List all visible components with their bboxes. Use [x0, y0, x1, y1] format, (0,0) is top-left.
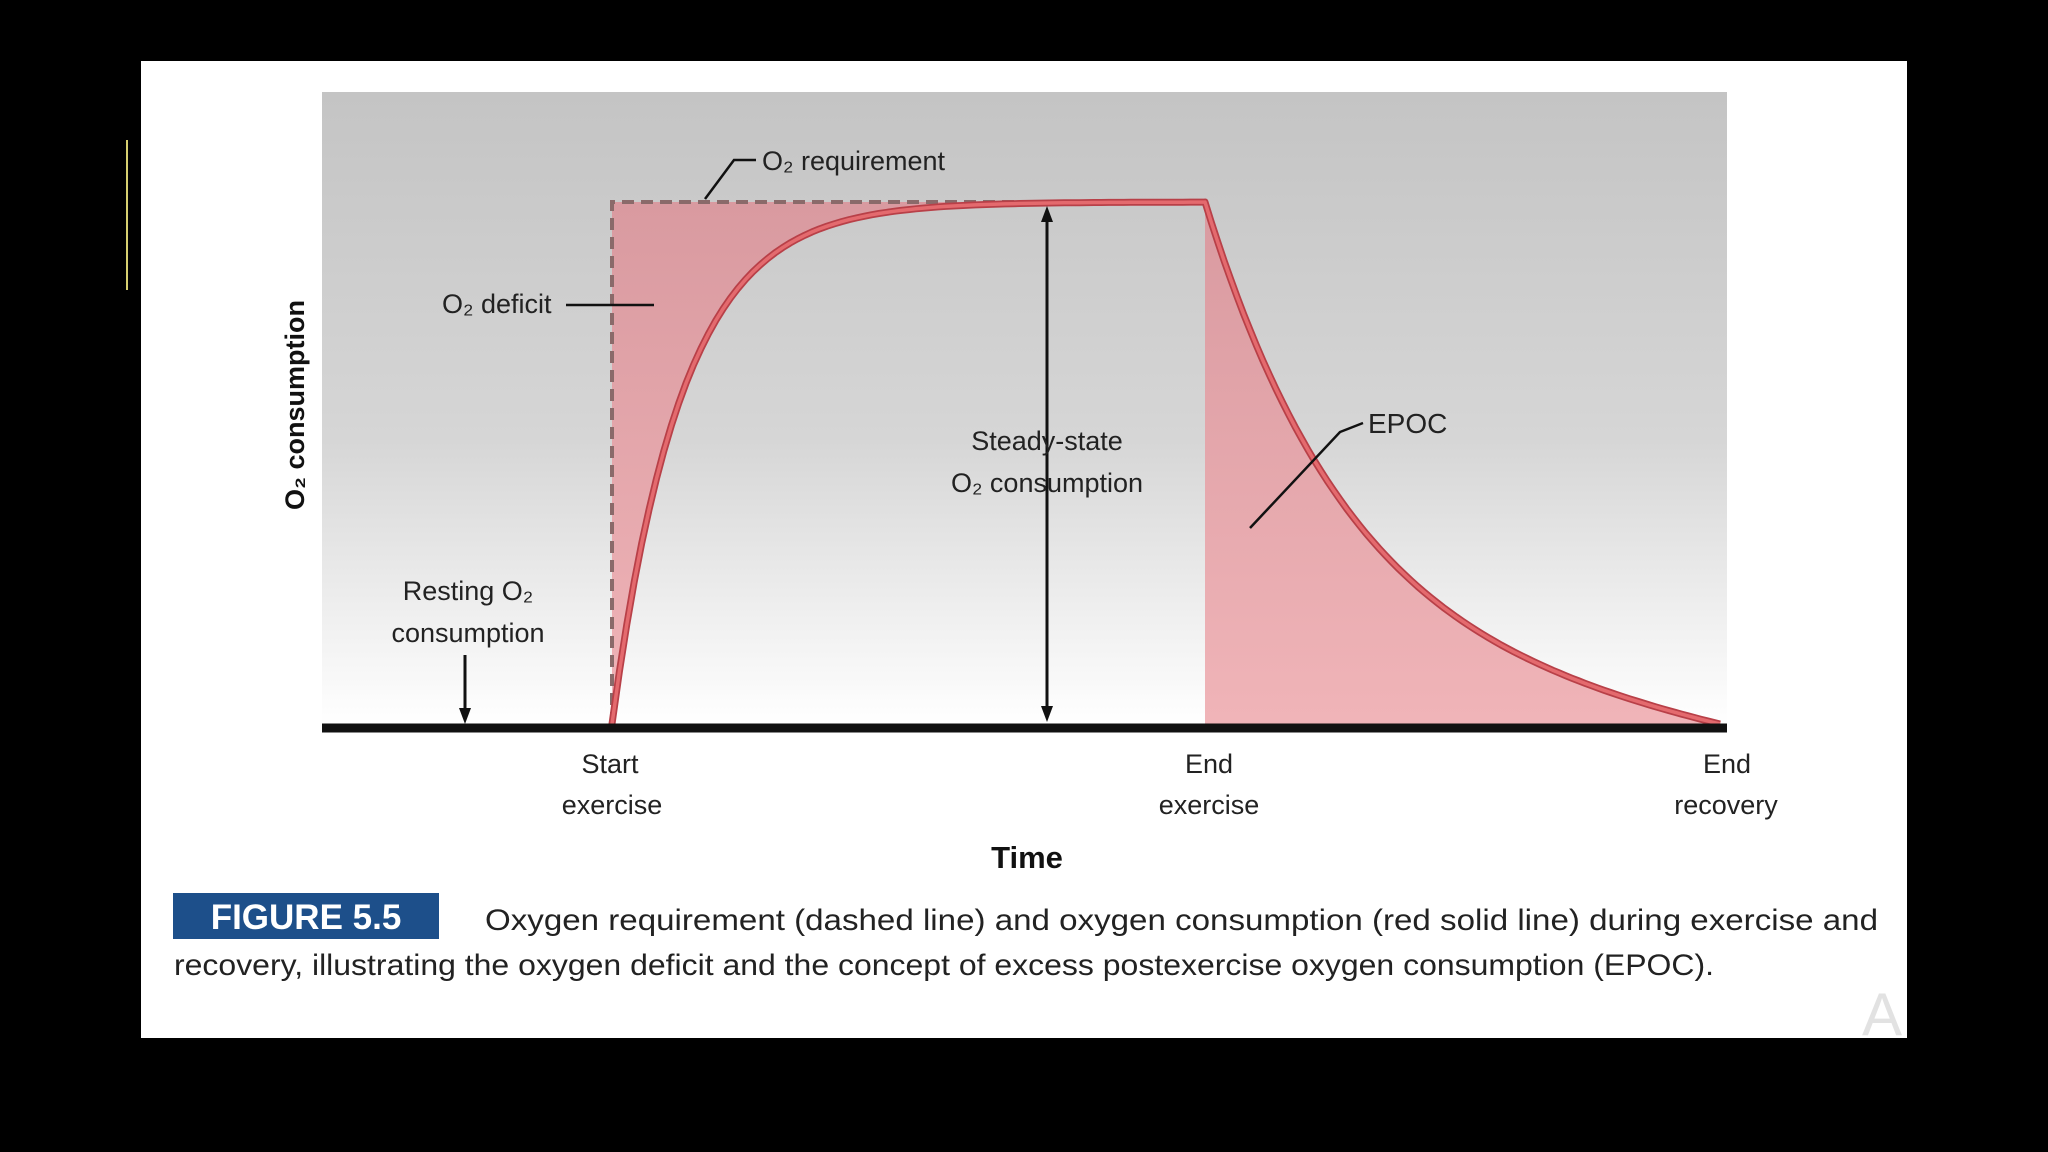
- x-tick-end-recovery-line2: recovery: [1674, 790, 1778, 820]
- x-tick-end-recovery-line1: End: [1703, 749, 1751, 779]
- requirement-label: O₂ requirement: [762, 146, 946, 176]
- steady-label-line1: Steady-state: [971, 426, 1123, 456]
- x-axis-title: Time: [991, 840, 1063, 875]
- watermark: A: [1862, 981, 1902, 1048]
- caption-line1: Oxygen requirement (dashed line) and oxy…: [485, 904, 1878, 937]
- resting-label-line1: Resting O₂: [403, 576, 534, 606]
- epoc-leader-line: [1249, 421, 1364, 529]
- epoc-area: [1205, 202, 1720, 724]
- y-axis-label: O₂ consumption: [280, 300, 310, 510]
- caption-line2: recovery, illustrating the oxygen defici…: [174, 949, 1714, 982]
- x-tick-start-line2: exercise: [562, 790, 663, 820]
- figure-badge-text: FIGURE 5.5: [211, 898, 402, 937]
- figure-badge: [173, 893, 439, 939]
- steady-label-line2: O₂ consumption: [951, 468, 1143, 498]
- x-tick-end-exercise-line1: End: [1185, 749, 1233, 779]
- x-tick-end-exercise-line2: exercise: [1159, 790, 1260, 820]
- resting-label-line2: consumption: [391, 618, 544, 648]
- epoc-label: EPOC: [1368, 408, 1447, 439]
- requirement-leader-line: [703, 158, 756, 200]
- o2-deficit-area: [612, 202, 1205, 724]
- resting-arrow: [459, 655, 471, 724]
- o2-consumption-line: [610, 200, 1721, 726]
- plot-area: [322, 92, 1727, 725]
- deficit-label: O₂ deficit: [442, 289, 552, 319]
- steady-state-arrow: [1041, 206, 1053, 722]
- x-tick-start-line1: Start: [581, 749, 639, 779]
